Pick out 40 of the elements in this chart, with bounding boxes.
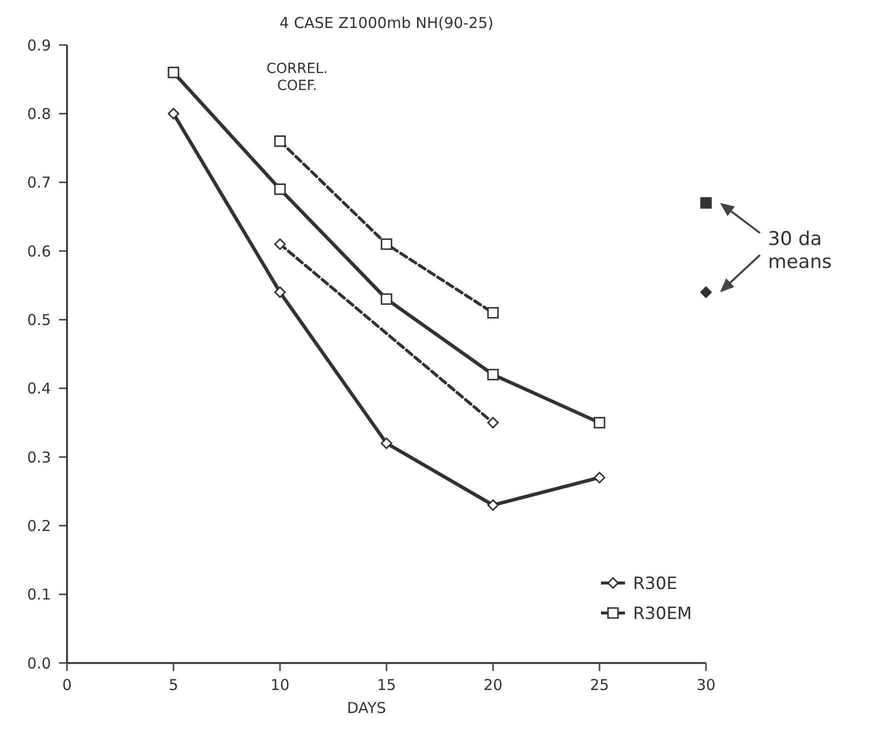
x-tick-label: 30 — [696, 676, 716, 694]
point — [487, 416, 499, 428]
y-tick-label: 0.0 — [27, 654, 51, 672]
y-tick-label: 0.4 — [27, 380, 51, 398]
point — [594, 472, 606, 484]
point — [274, 238, 286, 250]
y-tick-label: 0.2 — [27, 516, 51, 535]
point — [487, 499, 499, 511]
y-tick-label: 0.8 — [27, 104, 51, 123]
x-tick-label: 20 — [483, 676, 503, 694]
chart-title: 4 CASE Z1000mb NH(90-25) — [280, 14, 494, 32]
point — [380, 293, 392, 305]
y-tick-label: 0.9 — [27, 36, 51, 54]
point — [168, 108, 180, 120]
point — [594, 416, 606, 428]
point — [700, 197, 712, 209]
text: 30 da means — [768, 228, 832, 273]
y-tick-label: 0.5 — [27, 310, 51, 329]
x-tick-label: 10 — [270, 676, 290, 694]
point — [380, 238, 392, 250]
point — [700, 286, 712, 298]
x-axis-title: DAYS — [346, 699, 386, 717]
x-tick-label: 25 — [590, 676, 610, 694]
y-tick-label: 0.1 — [27, 586, 51, 604]
point — [487, 307, 499, 319]
x-tick-label: 5 — [168, 676, 178, 694]
point — [168, 66, 180, 78]
y-tick-label: 0.6 — [27, 242, 51, 260]
point — [274, 286, 286, 298]
point — [380, 438, 392, 450]
point — [274, 135, 286, 147]
legend-label: R30EM — [633, 604, 692, 624]
x-tick-label: 0 — [62, 676, 72, 694]
legend-label: R30E — [633, 574, 678, 594]
point — [487, 368, 499, 380]
y-tick-label: 0.3 — [27, 448, 51, 466]
point — [274, 183, 286, 195]
x-tick-label: 15 — [376, 676, 396, 694]
annotation: CORREL. COEF. — [266, 61, 328, 94]
y-tick-label: 0.7 — [27, 174, 51, 192]
